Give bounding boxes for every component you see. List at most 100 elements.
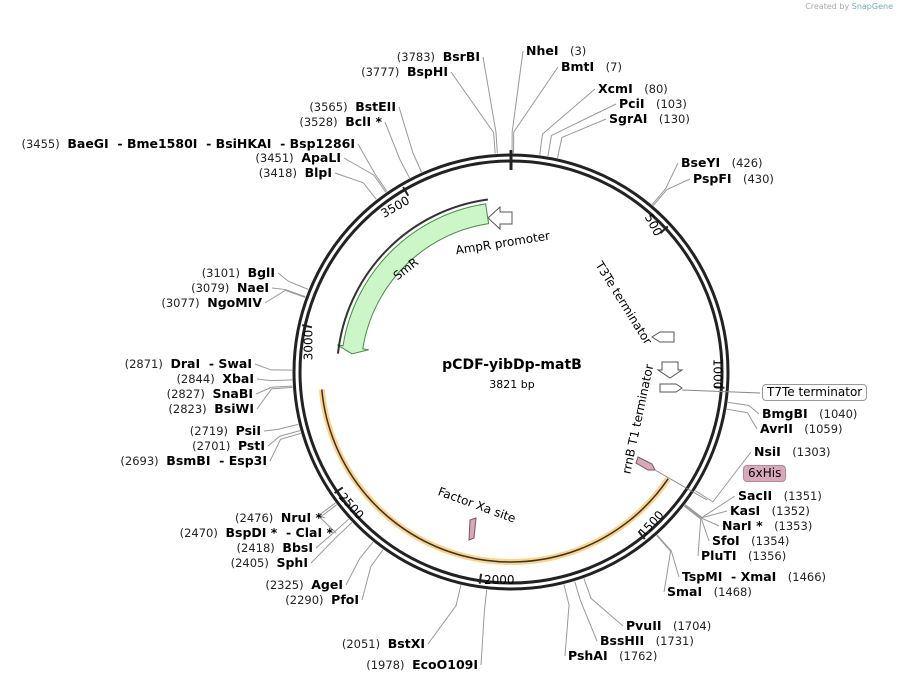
enzyme-name: SnaBI xyxy=(212,386,253,401)
enzyme-name: DraI - SwaI xyxy=(170,356,252,371)
enzyme-position: (1731) xyxy=(655,634,694,648)
enzyme-label-apali[interactable]: (3451) ApaLI xyxy=(255,151,341,166)
enzyme-position: (2693) xyxy=(120,454,159,468)
enzyme-label-bbsi[interactable]: (2418) BbsI xyxy=(237,541,313,556)
enzyme-label-pfoi[interactable]: (2290) PfoI xyxy=(285,592,359,608)
enzyme-label-ngomiv[interactable]: (3077) NgoMIV xyxy=(161,295,262,311)
enzyme-leader-line xyxy=(727,401,760,415)
enzyme-label-sfoi[interactable]: SfoI (1354) xyxy=(712,534,789,549)
enzyme-label-tspmi[interactable]: TspMI - XmaI (1466) xyxy=(682,570,827,585)
enzyme-name: PsiI xyxy=(235,423,261,438)
enzyme-label-bsteii[interactable]: (3565) BstEII xyxy=(309,100,396,115)
enzyme-label-pspfi[interactable]: PspFI (430) xyxy=(693,172,774,187)
enzyme-position: (3418) xyxy=(258,166,297,180)
enzyme-label-bmgbi[interactable]: BmgBI (1040) xyxy=(762,407,857,422)
orf-arc-core[interactable] xyxy=(321,389,669,563)
enzyme-label-sacii[interactable]: SacII (1351) xyxy=(738,488,822,504)
enzyme-label-pshai[interactable]: PshAI (1762) xyxy=(568,649,657,664)
6xhis-feature-arrow[interactable] xyxy=(635,456,656,471)
enzyme-label-pvuii[interactable]: PvuII (1704) xyxy=(626,618,712,634)
tick-mark xyxy=(478,573,483,584)
enzyme-position: (1978) xyxy=(366,658,405,672)
enzyme-name: BssHII xyxy=(600,633,645,648)
enzyme-label-bsmbi[interactable]: (2693) BsmBI - Esp3I xyxy=(120,454,267,469)
t3te-terminator-arrow[interactable] xyxy=(651,331,675,343)
enzyme-label-psii[interactable]: (2719) PsiI xyxy=(190,423,261,439)
ampr-promoter-arrow[interactable] xyxy=(487,205,513,231)
enzyme-label-bsiwi[interactable]: (2823) BsiWI xyxy=(168,401,254,417)
t7te-terminator-arrow-1[interactable] xyxy=(656,361,684,379)
enzyme-position: (1351) xyxy=(783,489,822,503)
enzyme-label-bsrbi[interactable]: (3783) BsrBI xyxy=(396,50,480,65)
enzyme-label-bstxi[interactable]: (2051) BstXI xyxy=(342,637,425,652)
enzyme-leader-line xyxy=(480,589,488,666)
enzyme-label-nari[interactable]: NarI * (1353) xyxy=(722,518,812,534)
enzyme-leader-line xyxy=(656,535,672,593)
enzyme-leader-line xyxy=(398,106,422,173)
enzyme-name: PfoI xyxy=(331,592,359,607)
enzyme-leader-line xyxy=(684,505,710,542)
smr-feature-arrow[interactable] xyxy=(336,203,490,355)
enzyme-position: (1468) xyxy=(713,585,752,599)
enzyme-label-avrii[interactable]: AvrII (1059) xyxy=(760,422,843,437)
enzyme-label-bseyi[interactable]: BseYI (426) xyxy=(681,156,763,171)
enzyme-position: (1466) xyxy=(787,570,827,584)
enzyme-label-smai[interactable]: SmaI (1468) xyxy=(667,585,752,600)
enzyme-label-pcii[interactable]: PciI (103) xyxy=(619,97,687,112)
enzyme-label-xcmi[interactable]: XcmI (80) xyxy=(598,82,668,97)
t7te-terminator-box[interactable]: T7Te terminator xyxy=(762,384,868,401)
enzyme-name: NarI * xyxy=(722,518,763,533)
6xhis-box[interactable]: 6xHis xyxy=(743,465,787,482)
enzyme-label-kasi[interactable]: KasI (1352) xyxy=(730,504,810,519)
enzyme-name: PstI xyxy=(237,438,265,453)
enzyme-label-ecoo109i[interactable]: (1978) EcoO109I xyxy=(366,658,478,673)
enzyme-name: BsiWI xyxy=(214,401,254,416)
enzyme-name: BclI * xyxy=(345,114,382,129)
enzyme-label-xbai[interactable]: (2844) XbaI xyxy=(176,372,254,387)
enzyme-label-bsshii[interactable]: BssHII (1731) xyxy=(600,633,694,649)
enzyme-label-bsphi[interactable]: (3777) BspHI xyxy=(361,65,448,80)
enzyme-position: (3079) xyxy=(191,281,230,295)
enzyme-position: (3783) xyxy=(396,50,436,64)
enzyme-leader-line xyxy=(361,549,384,601)
enzyme-label-nhei[interactable]: NheI (3) xyxy=(526,44,586,59)
enzyme-label-naei[interactable]: (3079) NaeI xyxy=(191,281,269,296)
smr-outer-line xyxy=(336,198,489,354)
enzyme-label-psti[interactable]: (2701) PstI xyxy=(192,438,265,454)
enzyme-name: PluTI xyxy=(701,548,737,563)
enzyme-label-bcli[interactable]: (3528) BclI * xyxy=(299,114,382,130)
enzyme-label-bmti[interactable]: BmtI (7) xyxy=(561,60,622,75)
orf-arc[interactable] xyxy=(318,389,671,565)
enzyme-position: (1704) xyxy=(672,619,712,633)
enzyme-name: BspDI * - ClaI * xyxy=(225,525,333,540)
plasmid-length: 3821 bp xyxy=(489,378,535,391)
enzyme-leader-line xyxy=(683,505,702,557)
enzyme-position: (3451) xyxy=(255,151,294,165)
enzyme-label-baegi[interactable]: (3455) BaeGI - Bme1580I - BsiHKAI - Bsp1… xyxy=(21,137,355,152)
enzyme-label-sphi[interactable]: (2405) SphI xyxy=(231,556,308,571)
enzyme-position: (3565) xyxy=(309,100,348,114)
enzyme-label-nrui[interactable]: (2476) NruI * xyxy=(235,511,322,526)
enzyme-position: (3455) xyxy=(21,137,60,151)
t7te-terminator-arrow-2[interactable] xyxy=(659,383,683,393)
enzyme-label-blpi[interactable]: (3418) BlpI xyxy=(258,166,332,181)
enzyme-label-bgli[interactable]: (3101) BglI xyxy=(202,266,275,281)
enzyme-label-bspdi[interactable]: (2470) BspDI * - ClaI * xyxy=(180,525,333,541)
enzyme-position: (2325) xyxy=(265,578,304,592)
enzyme-name: SacII xyxy=(738,488,773,503)
enzyme-leader-line xyxy=(694,451,752,503)
enzyme-label-sgrai[interactable]: SgrAI (130) xyxy=(609,112,690,127)
enzyme-position: (430) xyxy=(742,172,774,186)
enzyme-label-pluti[interactable]: PluTI (1356) xyxy=(701,548,786,564)
enzyme-name: PvuII xyxy=(626,618,662,633)
enzyme-label-nsii[interactable]: NsiI (1303) xyxy=(754,445,831,460)
enzyme-name: NgoMIV xyxy=(207,295,262,310)
tick-label-1000: 1000 xyxy=(710,358,725,390)
enzyme-label-drai[interactable]: (2871) DraI - SwaI xyxy=(125,356,252,372)
enzyme-leader-line xyxy=(310,522,353,564)
enzyme-label-snabi[interactable]: (2827) SnaBI xyxy=(167,386,253,402)
enzyme-leader-line xyxy=(539,88,596,155)
factor-xa-feature-arrow[interactable] xyxy=(468,517,477,541)
enzyme-label-agei[interactable]: (2325) AgeI xyxy=(265,578,343,593)
